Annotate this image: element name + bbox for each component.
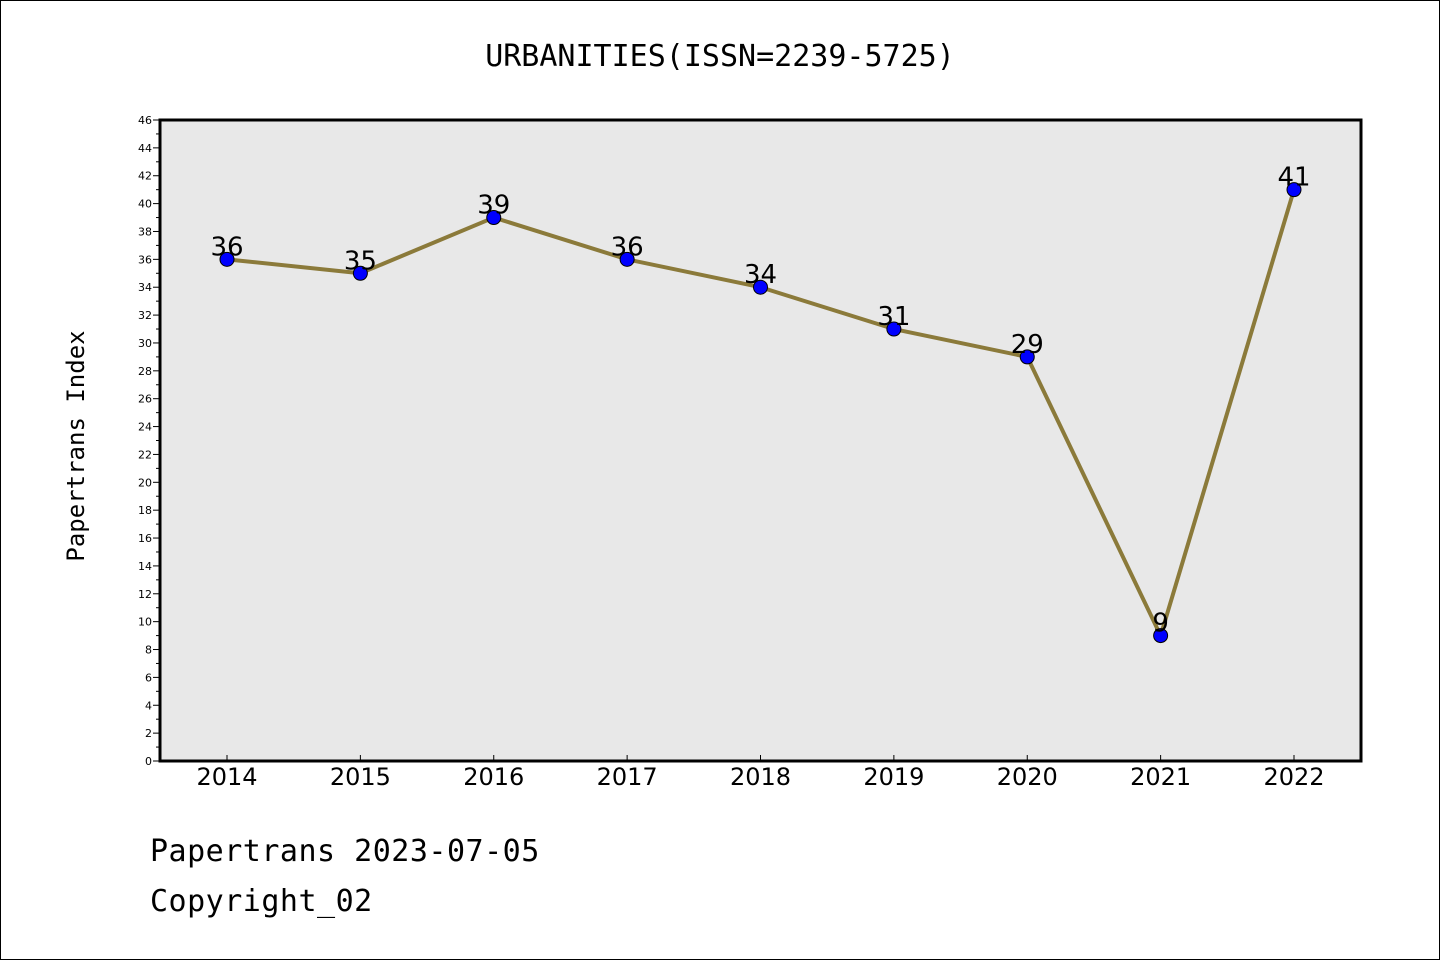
y-tick-label: 44 bbox=[138, 142, 152, 155]
y-tick-label: 20 bbox=[138, 476, 152, 489]
y-tick-label: 42 bbox=[138, 170, 152, 183]
series: 36 35 39 36 34 31 29 9 41 bbox=[210, 163, 1311, 644]
x-tick-label: 2022 bbox=[1263, 763, 1324, 791]
data-point bbox=[753, 279, 768, 295]
data-point bbox=[486, 210, 502, 226]
y-axis-label: Papertrans Index bbox=[62, 330, 90, 561]
y-axis: 0246810121416182022242628303234363840424… bbox=[138, 114, 160, 768]
data-point bbox=[1153, 628, 1169, 644]
data-label: 34 bbox=[744, 260, 777, 290]
x-tick-label: 2016 bbox=[463, 763, 524, 791]
x-tick-label: 2017 bbox=[597, 763, 658, 791]
data-label: 31 bbox=[877, 302, 910, 332]
x-tick-label: 2019 bbox=[863, 763, 924, 791]
data-label: 41 bbox=[1277, 163, 1310, 193]
y-tick-label: 2 bbox=[145, 727, 152, 740]
y-tick-label: 28 bbox=[138, 365, 152, 378]
y-tick-label: 16 bbox=[138, 532, 152, 545]
y-tick-label: 4 bbox=[145, 699, 152, 712]
x-tick-label: 2014 bbox=[196, 763, 257, 791]
y-tick-label: 8 bbox=[145, 644, 152, 657]
data-label: 36 bbox=[210, 232, 243, 262]
x-tick-label: 2021 bbox=[1130, 763, 1191, 791]
x-tick-label: 2018 bbox=[730, 763, 791, 791]
footer-date: Papertrans 2023-07-05 bbox=[150, 834, 540, 869]
footer-copyright: Copyright_02 bbox=[150, 884, 373, 919]
data-label: 35 bbox=[344, 246, 377, 276]
y-tick-label: 10 bbox=[138, 616, 152, 629]
data-point bbox=[1286, 182, 1302, 198]
x-tick-label: 2020 bbox=[997, 763, 1058, 791]
y-tick-label: 46 bbox=[138, 114, 152, 127]
y-tick-label: 18 bbox=[138, 504, 152, 517]
y-tick-label: 32 bbox=[138, 309, 152, 322]
data-label: 39 bbox=[477, 191, 510, 221]
chart-title: URBANITIES(ISSN=2239-5725) bbox=[485, 39, 955, 74]
y-tick-label: 14 bbox=[138, 560, 152, 573]
data-label: 36 bbox=[611, 232, 644, 262]
data-point bbox=[352, 265, 368, 281]
y-tick-label: 12 bbox=[138, 588, 152, 601]
y-tick-label: 0 bbox=[145, 755, 152, 768]
x-tick-label: 2015 bbox=[330, 763, 391, 791]
data-point bbox=[1019, 349, 1035, 365]
y-tick-label: 34 bbox=[138, 281, 152, 294]
y-tick-label: 38 bbox=[138, 225, 152, 238]
y-tick-label: 36 bbox=[138, 253, 152, 266]
y-tick-label: 24 bbox=[138, 421, 152, 434]
x-axis: 2014 2015 2016 2017 2018 2019 2020 2021 2022 bbox=[196, 755, 1325, 791]
data-point bbox=[219, 251, 235, 267]
y-tick-label: 30 bbox=[138, 337, 152, 350]
plot-area bbox=[158, 118, 1363, 763]
y-tick-label: 22 bbox=[138, 448, 152, 461]
data-label: 29 bbox=[1011, 330, 1044, 360]
y-tick-label: 26 bbox=[138, 393, 152, 406]
y-tick-label: 40 bbox=[138, 198, 152, 211]
data-point bbox=[886, 321, 902, 337]
y-tick-label: 6 bbox=[145, 671, 152, 684]
data-label: 9 bbox=[1152, 609, 1169, 639]
data-point bbox=[619, 251, 635, 267]
